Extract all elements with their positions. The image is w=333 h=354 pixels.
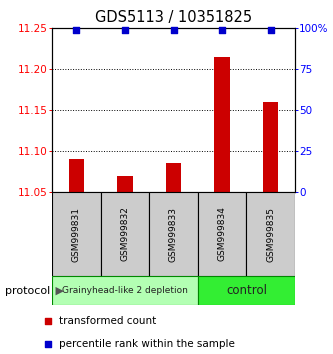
Bar [246,192,295,276]
Bar [263,102,278,192]
Point [45,341,51,347]
Bar [117,176,133,192]
Text: GSM999834: GSM999834 [217,207,226,262]
Bar [52,192,101,276]
Bar [149,192,198,276]
Text: Grainyhead-like 2 depletion: Grainyhead-like 2 depletion [62,286,188,295]
Point [74,27,79,33]
Text: GSM999832: GSM999832 [121,207,130,262]
Bar [101,192,149,276]
Point [122,27,128,33]
Bar [198,276,295,305]
Text: GSM999833: GSM999833 [169,206,178,262]
Text: GSM999831: GSM999831 [72,206,81,262]
Text: transformed count: transformed count [60,316,157,326]
Text: ▶: ▶ [52,285,64,296]
Point [219,27,225,33]
Point [171,27,176,33]
Point [45,318,51,324]
Bar [214,57,230,192]
Point [268,27,273,33]
Bar [52,276,198,305]
Text: protocol: protocol [5,285,50,296]
Text: percentile rank within the sample: percentile rank within the sample [60,339,235,349]
Bar [198,192,246,276]
Title: GDS5113 / 10351825: GDS5113 / 10351825 [95,11,252,25]
Text: GSM999835: GSM999835 [266,206,275,262]
Bar [69,159,84,192]
Text: control: control [226,284,267,297]
Bar [166,163,181,192]
